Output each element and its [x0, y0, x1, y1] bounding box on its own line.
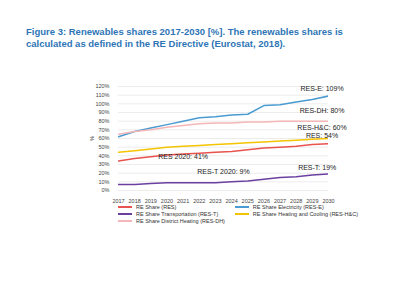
- svg-text:90%: 90%: [98, 109, 109, 115]
- svg-text:60%: 60%: [98, 135, 109, 141]
- svg-text:2027: 2027: [274, 198, 286, 204]
- svg-text:2028: 2028: [290, 198, 302, 204]
- svg-text:2024: 2024: [225, 198, 237, 204]
- svg-text:40%: 40%: [98, 153, 109, 159]
- html-text:RE Share Transportation (RES-T: RE Share Transportation (RES-T): [136, 211, 219, 217]
- svg-text:RES-DH: 80%: RES-DH: 80%: [300, 107, 345, 114]
- svg-text:2026: 2026: [258, 198, 270, 204]
- svg-text:2018: 2018: [129, 198, 141, 204]
- svg-text:RES: 54%: RES: 54%: [306, 132, 338, 139]
- svg-text:0%: 0%: [102, 187, 110, 193]
- html-text:RE Share Electricity (RES-E): RE Share Electricity (RES-E): [252, 204, 324, 210]
- svg-text:RES-H&C: 60%: RES-H&C: 60%: [297, 124, 346, 131]
- svg-text:2021: 2021: [177, 198, 189, 204]
- svg-text:110%: 110%: [96, 92, 110, 98]
- svg-text:RES-T 2020: 9%: RES-T 2020: 9%: [197, 168, 249, 175]
- svg-text:50%: 50%: [98, 144, 109, 150]
- html-text:RE Share Heating and Cooling (: RE Share Heating and Cooling (RES-H&C): [252, 211, 358, 217]
- svg-text:2022: 2022: [193, 198, 205, 204]
- svg-text:2023: 2023: [209, 198, 221, 204]
- svg-text:120%: 120%: [95, 83, 109, 89]
- html-text:RE Share (RES): RE Share (RES): [136, 204, 177, 210]
- html-text:Figure 3: Renewables shares 20: Figure 3: Renewables shares 2017-2030 [%…: [26, 26, 343, 49]
- svg-text:70%: 70%: [98, 127, 109, 133]
- svg-text:2029: 2029: [306, 198, 318, 204]
- svg-text:20%: 20%: [98, 170, 109, 176]
- svg-text:30%: 30%: [98, 161, 109, 167]
- svg-text:10%: 10%: [98, 179, 109, 185]
- svg-text:RES-E: 109%: RES-E: 109%: [300, 85, 343, 92]
- svg-text:2019: 2019: [145, 198, 157, 204]
- svg-text:%: %: [89, 136, 95, 141]
- svg-text:2017: 2017: [112, 198, 124, 204]
- svg-text:80%: 80%: [98, 118, 109, 124]
- svg-text:100%: 100%: [95, 101, 109, 107]
- svg-text:RES-T: 19%: RES-T: 19%: [298, 164, 336, 171]
- svg-text:2030: 2030: [322, 198, 334, 204]
- svg-text:2020: 2020: [161, 198, 173, 204]
- svg-text:2025: 2025: [242, 198, 254, 204]
- html-text:RE Share District Heating (RES: RE Share District Heating (RES-DH): [136, 218, 225, 224]
- svg-text:RES 2020: 41%: RES 2020: 41%: [158, 153, 208, 160]
